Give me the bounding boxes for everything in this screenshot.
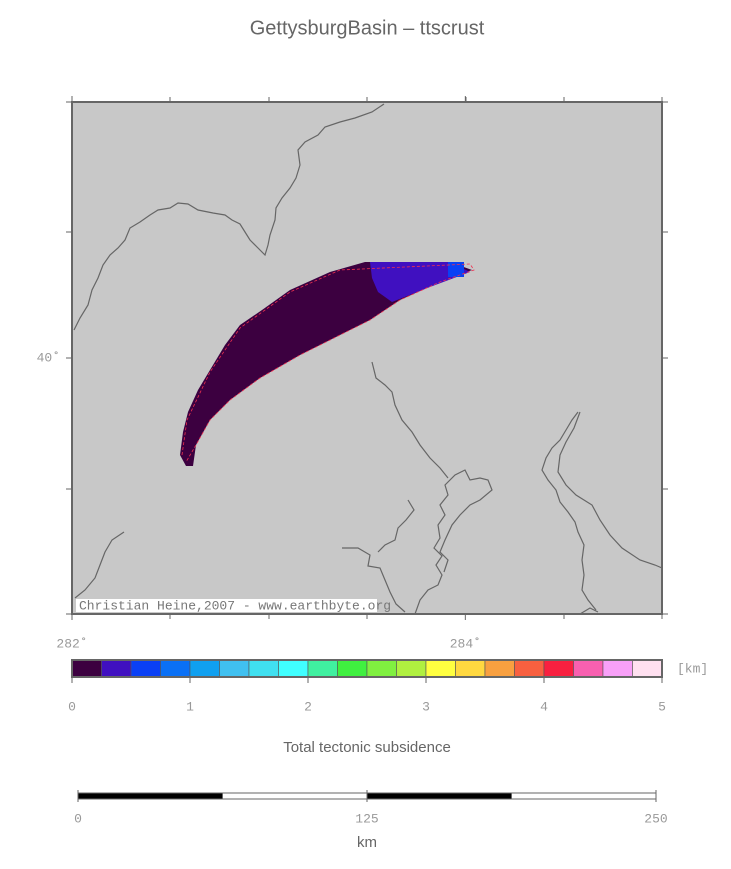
scalebar-tick-label: 250 — [644, 811, 667, 826]
colorbar-swatch — [543, 659, 574, 678]
colorbar-swatch — [484, 659, 515, 678]
colorbar-swatch — [337, 659, 368, 678]
colorbar-tick-label: 4 — [540, 699, 548, 714]
scalebar-unit: km — [357, 834, 377, 851]
colorbar-tick-label: 5 — [658, 699, 666, 714]
colorbar-tick-label: 1 — [186, 699, 194, 714]
scalebar-segment — [511, 792, 657, 800]
colorbar-swatch — [71, 659, 102, 678]
bay-coastline — [342, 411, 662, 614]
colorbar-swatch — [307, 659, 338, 678]
colorbar-swatch — [160, 659, 191, 678]
credit: Christian Heine,2007 - www.earthbyte.org — [79, 598, 391, 613]
colorbar-swatch — [219, 659, 250, 678]
map-area — [72, 102, 662, 614]
colorbar-swatch — [425, 659, 456, 678]
scalebar-tick-label: 0 — [74, 811, 82, 826]
colorbar-swatch — [602, 659, 633, 678]
map-features — [73, 103, 662, 614]
colorbar-swatch — [130, 659, 161, 678]
colorbar-tick-label: 0 — [68, 699, 76, 714]
coastline — [73, 103, 385, 331]
colorbar-swatch — [189, 659, 220, 678]
colorbar-label: Total tectonic subsidence — [283, 739, 451, 756]
river — [371, 361, 449, 479]
basin-subsidence — [448, 262, 464, 277]
colorbar-swatch — [248, 659, 279, 678]
basin-subsidence — [370, 262, 470, 302]
basin-subsidence — [180, 262, 472, 466]
colorbar-unit: [km] — [677, 661, 708, 676]
scalebar-segment — [77, 792, 223, 800]
colorbar-swatch — [573, 659, 604, 678]
scalebar-segment — [222, 792, 368, 800]
colorbar-swatch — [101, 659, 132, 678]
scalebar-segment — [366, 792, 512, 800]
colorbar-swatch — [632, 659, 663, 678]
lat-tick-label: 40˚ — [37, 350, 60, 365]
colorbar-swatch — [366, 659, 397, 678]
colorbar-tick-label: 3 — [422, 699, 430, 714]
river — [74, 531, 125, 599]
colorbar-swatch — [514, 659, 545, 678]
title: GettysburgBasin – ttscrust — [250, 17, 485, 39]
scalebar-tick-label: 125 — [355, 811, 378, 826]
basin-outline — [181, 263, 475, 463]
credit-box — [76, 599, 377, 612]
colorbar-frame — [71, 659, 663, 678]
colorbar-swatch — [455, 659, 486, 678]
lon-tick-label: 282˚ — [56, 636, 87, 651]
colorbar-tick-label: 2 — [304, 699, 312, 714]
colorbar-swatch — [278, 659, 309, 678]
lon-tick-label: 284˚ — [450, 636, 481, 651]
colorbar-swatch — [396, 659, 427, 678]
